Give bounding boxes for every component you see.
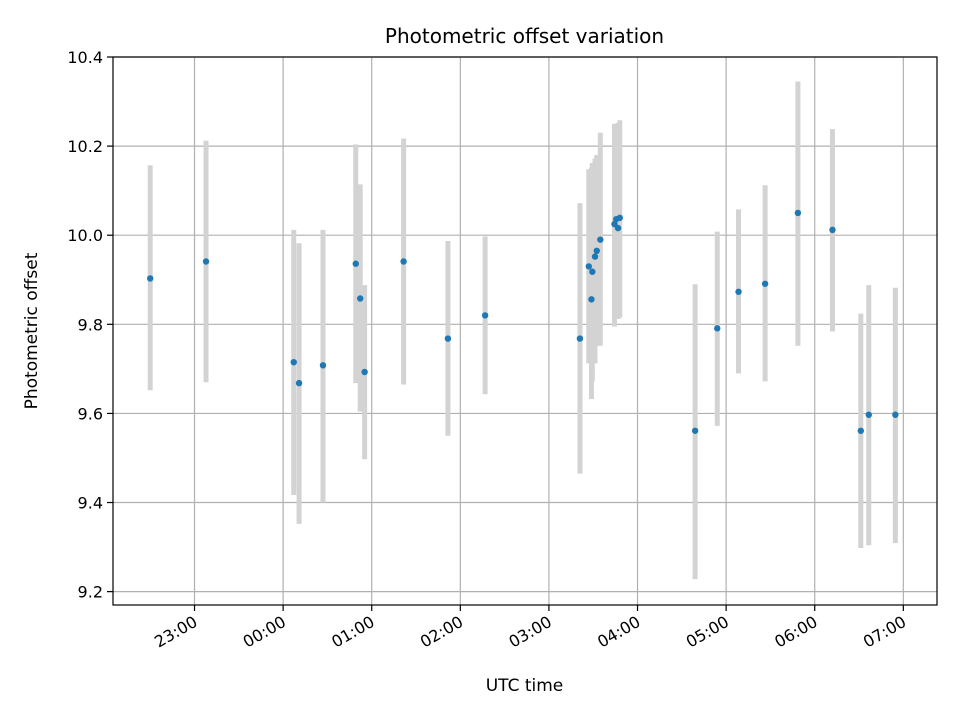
data-point (597, 236, 604, 243)
data-point (761, 280, 769, 287)
y-tick-label: 10.0 (67, 226, 103, 245)
data-point (614, 224, 622, 232)
tick-layer: 23:00 00:00 01:00 02:00 03:00 04:00 05:00 06:00… (67, 48, 909, 652)
data-point (616, 214, 624, 222)
data-point (290, 358, 297, 366)
data-point (400, 258, 407, 265)
data-point (319, 362, 327, 369)
data-point (481, 312, 489, 319)
data-point (865, 411, 872, 418)
data-point (735, 288, 742, 295)
y-tick-label: 9.4 (78, 494, 103, 513)
data-point (202, 258, 210, 265)
data-point (714, 325, 721, 332)
chart-title: Photometric offset variation (385, 24, 664, 48)
data-point (576, 335, 584, 342)
point-layer (147, 209, 899, 434)
plot-frame (112, 56, 938, 606)
data-point (591, 253, 599, 260)
data-point (857, 427, 865, 434)
x-axis-title: UTC time (486, 676, 564, 696)
y-tick-label: 10.2 (67, 137, 103, 156)
y-tick-label: 9.8 (78, 315, 103, 334)
data-point (589, 268, 596, 275)
data-point (585, 263, 592, 270)
data-point (361, 368, 368, 376)
y-tick-label: 10.4 (67, 48, 103, 67)
y-tick-label: 9.2 (78, 583, 103, 602)
data-point (593, 247, 600, 255)
data-point (794, 209, 802, 217)
data-point (892, 411, 899, 418)
data-point (691, 427, 699, 434)
data-point (588, 296, 595, 303)
data-point (357, 295, 364, 302)
data-point (295, 379, 303, 387)
data-point (829, 226, 836, 234)
y-axis-title: Photometric offset (22, 252, 42, 409)
data-point (352, 260, 359, 267)
data-point (147, 275, 154, 282)
y-tick-label: 9.6 (78, 404, 103, 423)
data-point (444, 335, 452, 342)
